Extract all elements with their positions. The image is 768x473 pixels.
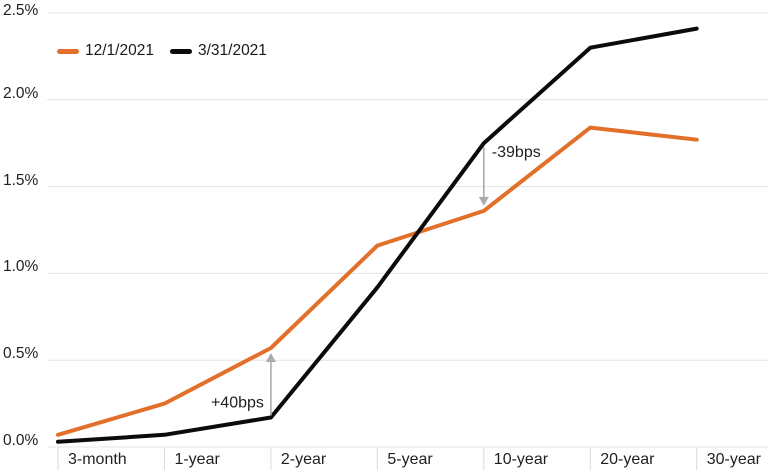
y-axis-label-2.0%: 2.0%: [3, 84, 39, 102]
x-axis-label-1-year: 1-year: [174, 451, 220, 468]
legend-item-12-1-2021: 12/1/2021: [57, 42, 154, 60]
x-axis-label-10-year: 10-year: [493, 451, 549, 468]
legend-label-3-31-2021: 3/31/2021: [197, 42, 267, 59]
y-axis-label-2.5%: 2.5%: [3, 2, 39, 19]
series-line-12-1-2021: [56, 125, 699, 437]
x-axis-label-3-month: 3-month: [68, 451, 127, 468]
legend-swatch-black: [169, 48, 192, 54]
y-axis-label-0.0%: 0.0%: [3, 432, 39, 449]
x-axis-label-2-year: 2-year: [280, 451, 327, 468]
x-axis-label-20-year: 20-year: [600, 451, 655, 468]
y-axis-label-1.5%: 1.5%: [3, 171, 39, 189]
y-axis-label-1.0%: 1.0%: [3, 258, 39, 276]
series-line-3-31-2021: [56, 26, 699, 444]
annotation-arrowhead: [265, 353, 276, 363]
annotation-arrowhead: [478, 196, 489, 206]
x-axis-label-30-year: 30-year: [706, 451, 761, 468]
annotation-label-10-year: -39bps: [492, 144, 541, 161]
legend: 12/1/2021 3/31/2021: [57, 42, 267, 60]
legend-label-12-1-2021: 12/1/2021: [85, 42, 154, 59]
annotation-label-2-year: +40bps: [211, 394, 264, 411]
legend-swatch-orange: [57, 48, 79, 54]
x-axis-label-5-year: 5-year: [387, 451, 433, 468]
legend-item-3-31-2021: 3/31/2021: [169, 42, 267, 60]
y-axis-label-0.5%: 0.5%: [3, 345, 39, 363]
